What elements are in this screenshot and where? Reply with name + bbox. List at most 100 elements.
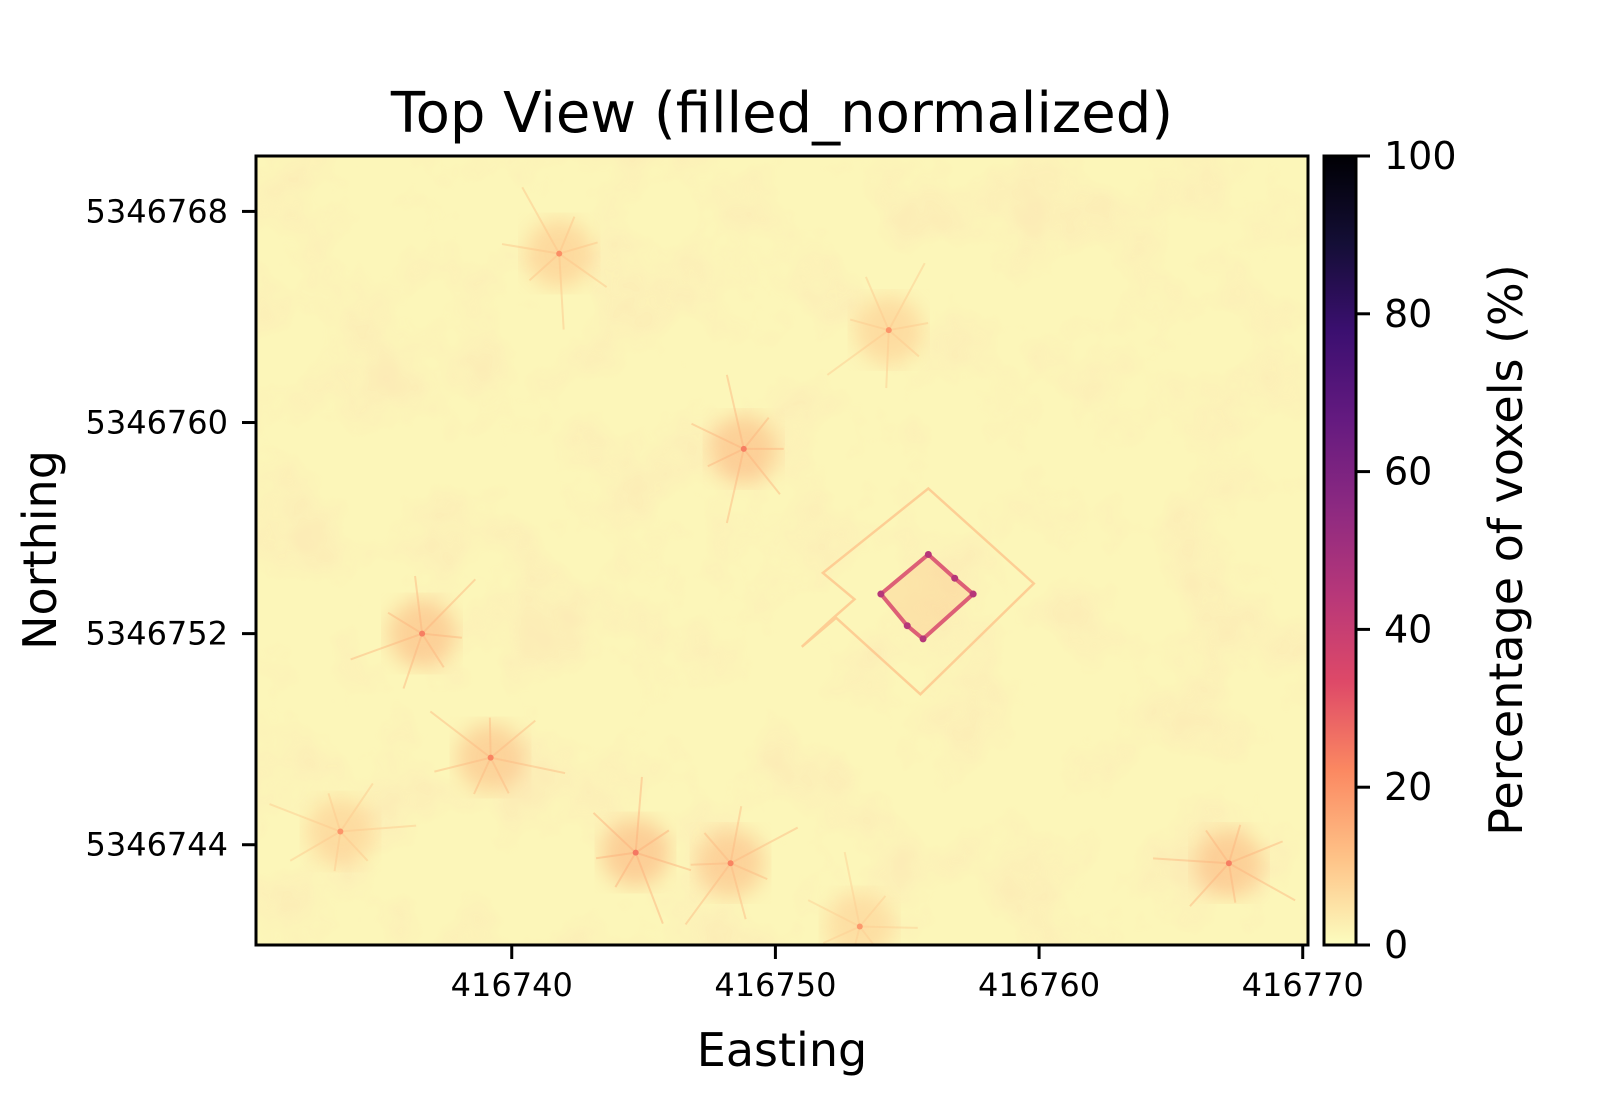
hotspot-streak	[339, 830, 369, 862]
hotspot-center	[556, 250, 563, 257]
hotspot-streak	[489, 757, 510, 794]
hotspot-streak	[742, 417, 770, 450]
hotspot-streak	[558, 253, 565, 330]
hotspot-streak	[595, 851, 636, 860]
hotspot-streak	[888, 321, 929, 332]
hotspot-streak	[843, 851, 861, 927]
colorbar-tick-label: 80	[1384, 292, 1432, 336]
colorbar-tick-label: 60	[1384, 450, 1432, 494]
colorbar: 0 20 40 60 80 100 Percentage of voxels (%)	[1322, 134, 1533, 967]
hotspot	[501, 186, 608, 330]
hotspot-streak	[501, 243, 560, 255]
hotspot-center	[727, 860, 734, 867]
x-tick-label: 416750	[714, 966, 836, 1004]
hotspot-center	[419, 630, 426, 637]
hotspot-streak	[634, 852, 664, 924]
hotspot-streak	[730, 826, 799, 865]
hotspot-streak	[1228, 840, 1284, 865]
hotspot-streak	[729, 862, 747, 920]
hotspot-streak	[614, 852, 637, 888]
hotspot-streak	[822, 925, 861, 944]
colorbar-gradient	[1324, 156, 1356, 945]
hotspot-streak	[1189, 862, 1230, 907]
hotspot-streak	[725, 374, 745, 450]
hotspot-streak	[558, 216, 576, 255]
structure-corner-point	[919, 635, 927, 643]
heatmap-texture	[256, 156, 1308, 945]
x-tick-label: 416770	[1242, 966, 1364, 1004]
colorbar-tick-label: 100	[1384, 134, 1457, 178]
hotspot-streak	[592, 812, 637, 854]
hotspot-center	[337, 828, 344, 835]
hotspot-center	[487, 754, 494, 761]
hotspot-streak	[387, 611, 423, 635]
hotspot-streak	[865, 276, 890, 331]
x-tick-label: 416760	[978, 966, 1100, 1004]
hotspot-streak	[473, 757, 492, 795]
hotspot-streak	[691, 422, 745, 450]
hotspot-streak	[422, 632, 462, 639]
hotspot-streak	[333, 831, 342, 872]
hotspot-streak	[707, 448, 745, 468]
hotspot-streak	[826, 329, 890, 376]
colorbar-tick-label: 40	[1384, 607, 1432, 651]
hotspot-streak	[521, 186, 561, 255]
hotspot	[429, 710, 566, 795]
hotspot-streak	[488, 717, 492, 758]
hotspot-streak	[269, 803, 341, 833]
structure-corner-point	[877, 590, 885, 598]
hotspot-streak	[703, 832, 732, 864]
hotspot-streak	[684, 862, 732, 926]
y-tick-label: 5346760	[85, 404, 228, 442]
hotspot	[350, 575, 477, 689]
hotspot-streak	[1227, 863, 1237, 903]
structure-layer	[800, 486, 1036, 697]
hotspot-layer	[269, 186, 1296, 945]
hotspot-streak	[1227, 824, 1242, 864]
y-axis-ticks: 5346768 5346760 5346752 5346744	[85, 192, 256, 864]
colorbar-tick-label: 0	[1384, 923, 1408, 967]
hotspot	[1152, 824, 1296, 907]
hotspot-streak	[858, 925, 876, 945]
hotspot	[826, 262, 929, 389]
hotspot-streak	[490, 756, 566, 775]
hotspot-streak	[350, 632, 423, 661]
hotspot	[269, 782, 417, 872]
hotspot-streak	[289, 830, 341, 862]
hotspot-streak	[888, 329, 920, 358]
x-axis-ticks: 416740 416750 416760 416770	[451, 945, 1364, 1004]
plot-area	[254, 154, 1310, 947]
structure-corner-point	[924, 550, 932, 558]
hotspot-center	[856, 923, 863, 930]
hotspot-streak	[635, 851, 692, 872]
hotspot-streak	[854, 926, 861, 945]
structure-corner-point	[969, 590, 977, 598]
y-tick-label: 5346744	[85, 826, 228, 864]
hotspot-streak	[730, 862, 768, 881]
colorbar-frame	[1322, 154, 1358, 947]
hotspot-streak	[490, 719, 536, 759]
hotspot-streak	[729, 806, 743, 864]
hotspot-streak	[528, 252, 560, 282]
structure-outline-faint	[800, 486, 1036, 697]
structure-corner-point	[903, 622, 911, 630]
hotspot-center	[740, 445, 747, 452]
hotspot-streak	[859, 895, 887, 928]
hotspot-streak	[635, 829, 670, 854]
hotspot	[592, 776, 692, 924]
colorbar-label: Percentage of voxels (%)	[1479, 264, 1533, 835]
hotspot-streak	[634, 776, 643, 853]
hotspot-streak	[725, 448, 745, 524]
hotspot-streak	[558, 252, 608, 288]
y-axis-label: Northing	[13, 450, 67, 650]
hotspot-streak	[414, 575, 424, 634]
y-tick-label: 5346768	[85, 192, 228, 230]
hotspot-streak	[849, 318, 890, 332]
y-tick-label: 5346752	[85, 615, 228, 653]
hotspot-streak	[887, 262, 926, 331]
x-axis-label: Easting	[697, 1023, 867, 1077]
hotspot-streak	[1205, 829, 1230, 864]
hotspot-streak	[690, 862, 731, 866]
hotspot-streak	[327, 793, 342, 832]
hotspot-streak	[1228, 862, 1296, 902]
